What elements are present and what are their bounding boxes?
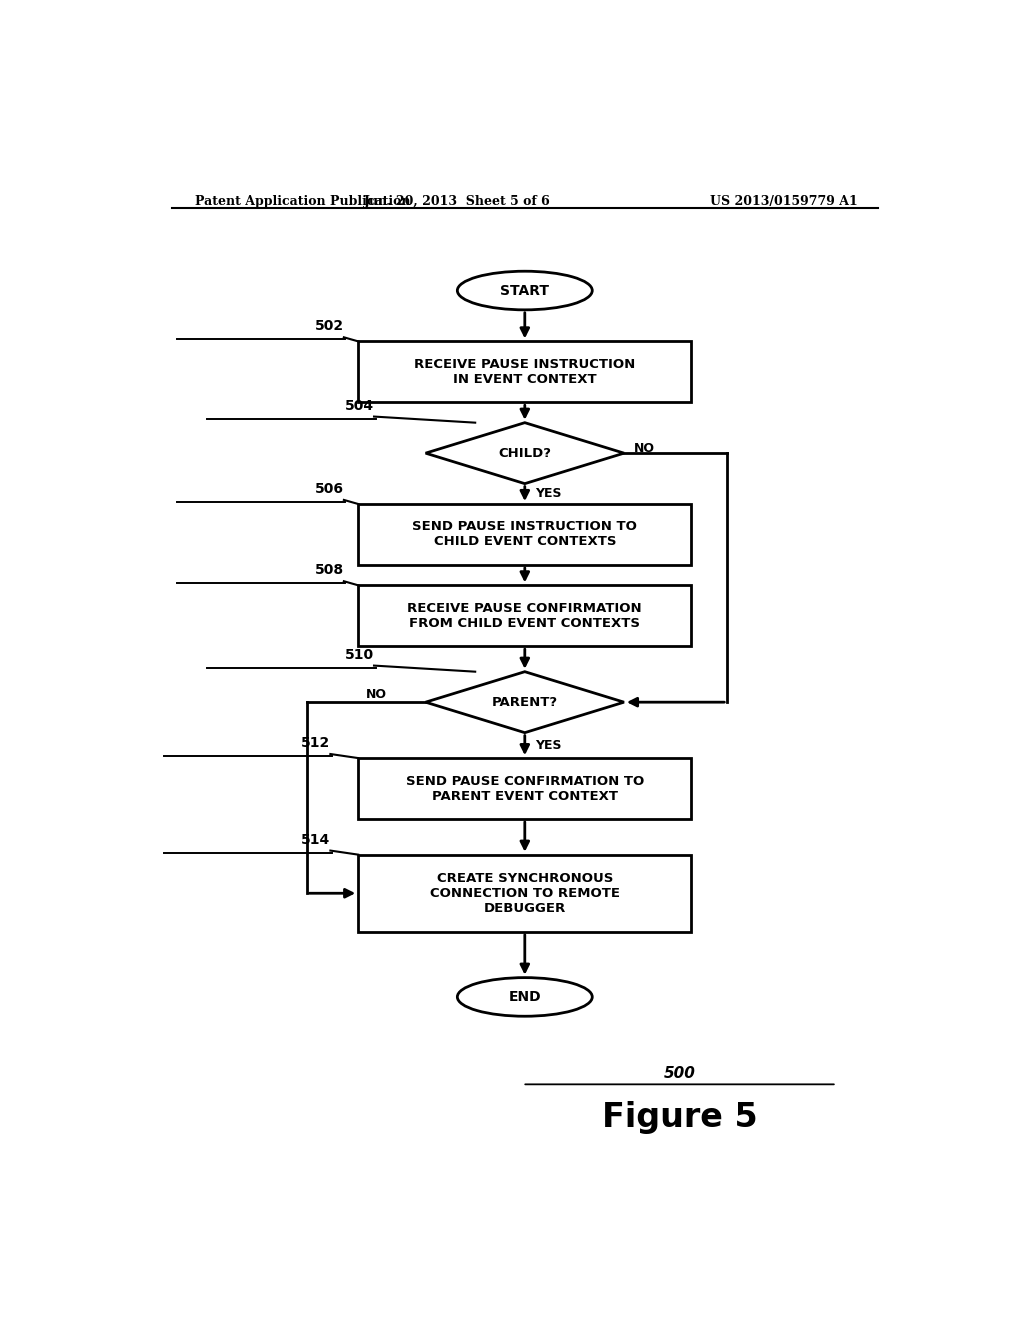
Text: NO: NO: [634, 442, 654, 454]
Text: RECEIVE PAUSE INSTRUCTION
IN EVENT CONTEXT: RECEIVE PAUSE INSTRUCTION IN EVENT CONTE…: [414, 358, 636, 385]
Ellipse shape: [458, 271, 592, 310]
Bar: [358, 854, 691, 932]
Text: 508: 508: [314, 564, 344, 577]
Text: START: START: [501, 284, 549, 297]
Text: SEND PAUSE CONFIRMATION TO
PARENT EVENT CONTEXT: SEND PAUSE CONFIRMATION TO PARENT EVENT …: [406, 775, 644, 803]
Polygon shape: [426, 672, 624, 733]
Text: 502: 502: [314, 319, 344, 333]
Text: CREATE SYNCHRONOUS
CONNECTION TO REMOTE
DEBUGGER: CREATE SYNCHRONOUS CONNECTION TO REMOTE …: [430, 871, 620, 915]
Text: Figure 5: Figure 5: [602, 1101, 758, 1134]
Text: SEND PAUSE INSTRUCTION TO
CHILD EVENT CONTEXTS: SEND PAUSE INSTRUCTION TO CHILD EVENT CO…: [413, 520, 637, 549]
Bar: [358, 585, 691, 647]
Ellipse shape: [458, 978, 592, 1016]
Text: YES: YES: [536, 487, 561, 500]
Text: 512: 512: [301, 737, 331, 750]
Text: NO: NO: [367, 688, 387, 701]
Text: Patent Application Publication: Patent Application Publication: [196, 194, 411, 207]
Text: RECEIVE PAUSE CONFIRMATION
FROM CHILD EVENT CONTEXTS: RECEIVE PAUSE CONFIRMATION FROM CHILD EV…: [408, 602, 642, 630]
Text: 510: 510: [345, 648, 374, 661]
Polygon shape: [426, 422, 624, 483]
Text: 500: 500: [664, 1067, 695, 1081]
Text: YES: YES: [536, 739, 561, 752]
Text: 504: 504: [345, 399, 374, 412]
Text: Jun. 20, 2013  Sheet 5 of 6: Jun. 20, 2013 Sheet 5 of 6: [364, 194, 551, 207]
Bar: [358, 504, 691, 565]
Bar: [358, 758, 691, 818]
Text: END: END: [509, 990, 541, 1005]
Text: PARENT?: PARENT?: [492, 696, 558, 709]
Text: CHILD?: CHILD?: [499, 446, 551, 459]
Text: 506: 506: [314, 482, 344, 496]
Text: 514: 514: [301, 833, 331, 846]
Text: US 2013/0159779 A1: US 2013/0159779 A1: [711, 194, 858, 207]
Bar: [358, 342, 691, 403]
